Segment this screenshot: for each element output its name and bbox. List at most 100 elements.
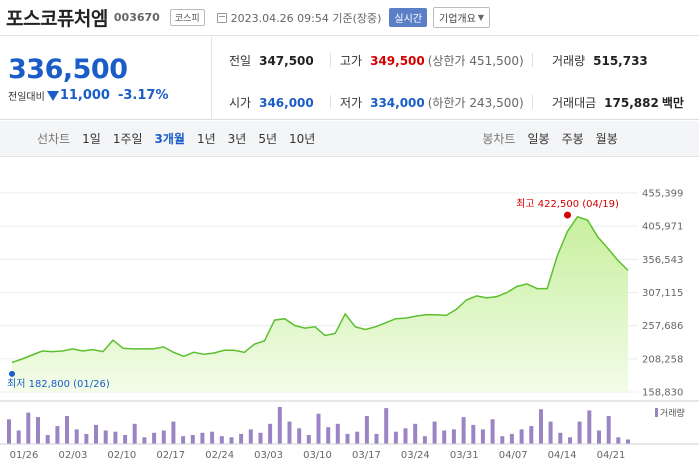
company-info-label: 기업개요	[439, 14, 476, 25]
volume-bar	[335, 423, 340, 444]
volume-bar	[306, 435, 311, 444]
volume-bar	[393, 431, 398, 444]
volume-legend: 거래량	[660, 407, 685, 419]
volume-bar	[539, 409, 543, 444]
x-tick-label: 03/31	[450, 450, 479, 461]
realtime-button[interactable]: 실시간	[389, 8, 428, 27]
prev-close-value: 347,500	[259, 53, 314, 68]
divider	[330, 95, 331, 109]
tab-1w[interactable]: 1주일	[112, 132, 143, 146]
volume-bar	[587, 410, 592, 444]
x-tick-label: 03/03	[254, 450, 283, 461]
stock-name: 포스코퓨처엠	[6, 8, 108, 30]
price-chart[interactable]: 455,399 405,971 356,543 307,115 257,686 208,2…	[0, 157, 699, 472]
volume-bar	[345, 433, 350, 444]
volume-bar	[316, 413, 321, 444]
tab-weekly-candle[interactable]: 주봉	[561, 132, 584, 146]
x-tick-label: 03/10	[303, 450, 332, 461]
volume-bar	[432, 421, 437, 444]
x-tick-label: 04/21	[597, 450, 626, 461]
high-value: 349,500	[370, 53, 425, 68]
volume-bar	[74, 429, 79, 444]
volume-bar	[442, 430, 447, 444]
high-marker	[564, 211, 572, 219]
x-tick-label: 02/24	[205, 450, 234, 461]
trade-amount-unit: 백만	[661, 96, 684, 110]
low-label: 저가	[340, 96, 363, 110]
tab-monthly-candle[interactable]: 월봉	[595, 132, 618, 146]
volume-bar	[471, 424, 476, 444]
volume-bar	[500, 436, 505, 444]
volume-label: 거래량	[552, 54, 586, 68]
chevron-down-icon: ▼	[477, 13, 484, 22]
open-label: 시가	[229, 96, 252, 110]
x-tick-label: 04/07	[499, 450, 528, 461]
x-axis-labels: 01/26 02/03 02/10 02/17 02/24 03/03 03/10 03/17…	[10, 450, 626, 461]
volume-bar	[152, 432, 157, 444]
tab-5y[interactable]: 5년	[258, 132, 278, 146]
volume-bar	[45, 435, 50, 444]
x-tick-label: 02/17	[156, 450, 185, 461]
price-change-row: 전일대비 11,000 -3.17%	[8, 88, 211, 103]
tab-1d[interactable]: 1일	[82, 132, 101, 146]
volume-bar	[113, 431, 118, 444]
volume-bar	[36, 417, 40, 444]
y-tick-label: 455,399	[642, 189, 683, 200]
tab-1y[interactable]: 1년	[196, 132, 216, 146]
trade-amount-cell: 거래대금 175,882 백만	[552, 94, 684, 111]
high-annotation: 최고 422,500 (04/19)	[516, 198, 619, 210]
open-value: 346,000	[259, 95, 314, 110]
volume-bar	[326, 427, 331, 444]
divider	[532, 53, 533, 67]
volume-bar	[287, 421, 292, 444]
price-area-fill	[12, 216, 628, 392]
x-tick-label: 04/14	[548, 450, 577, 461]
low-marker	[9, 370, 15, 377]
x-tick-label: 02/03	[59, 450, 88, 461]
volume-bar	[142, 437, 147, 444]
open-cell: 시가 346,000	[229, 94, 314, 111]
y-axis-ticks: 455,399 405,971 356,543 307,115 257,686 208,2…	[642, 189, 683, 399]
volume-bar	[239, 433, 244, 444]
prev-close-cell: 전일 347,500	[229, 52, 314, 69]
low-cell: 저가 334,000 (하한가 243,500)	[340, 94, 524, 111]
volume-cell: 거래량 515,733	[552, 52, 648, 69]
volume-bar	[26, 412, 31, 444]
volume-bar	[7, 419, 11, 444]
price-line	[11, 215, 629, 364]
down-triangle-icon	[46, 90, 59, 101]
stock-header: 포스코퓨처엠 003670 코스피 2023.04.26 09:54 기준(장중…	[0, 0, 699, 36]
x-tick-label: 03/17	[352, 450, 381, 461]
y-tick-label: 208,258	[642, 354, 683, 365]
price-detail-grid: 전일 347,500 고가 349,500 (상한가 451,500) 거래량 …	[212, 36, 699, 120]
chart-period-tabs: 선차트 1일 1주일 3개월 1년 3년 5년 10년 봉차트 일봉 주봉 월봉	[0, 121, 699, 157]
x-tick-label: 02/10	[107, 450, 136, 461]
market-badge: 코스피	[169, 9, 205, 26]
volume-bar	[16, 430, 21, 444]
tab-3y[interactable]: 3년	[227, 132, 247, 146]
tab-daily-candle[interactable]: 일봉	[527, 132, 550, 146]
y-tick-label: 257,686	[642, 321, 683, 332]
tab-3m[interactable]: 3개월	[154, 132, 185, 146]
trade-amount-label: 거래대금	[552, 96, 597, 110]
volume-bar	[268, 423, 273, 444]
volume-bar	[132, 423, 137, 444]
y-tick-label: 356,543	[642, 255, 683, 266]
volume-value: 515,733	[593, 53, 648, 68]
trade-amount-value: 175,882	[604, 95, 659, 110]
volume-bar	[480, 429, 485, 444]
volume-bar	[258, 432, 263, 444]
volume-bar	[229, 437, 234, 444]
volume-bar	[597, 430, 601, 444]
upper-limit: (상한가 451,500)	[427, 54, 524, 68]
tab-10y[interactable]: 10년	[289, 132, 316, 146]
y-tick-label: 307,115	[642, 288, 683, 299]
company-info-button[interactable]: 기업개요 ▼	[433, 7, 490, 28]
volume-bar	[103, 430, 108, 444]
volume-bar	[606, 416, 611, 444]
volume-bar	[374, 433, 379, 444]
current-price: 336,500	[8, 54, 128, 85]
volume-bar	[277, 407, 282, 444]
volume-bar	[355, 431, 360, 444]
volume-bar	[65, 416, 69, 444]
